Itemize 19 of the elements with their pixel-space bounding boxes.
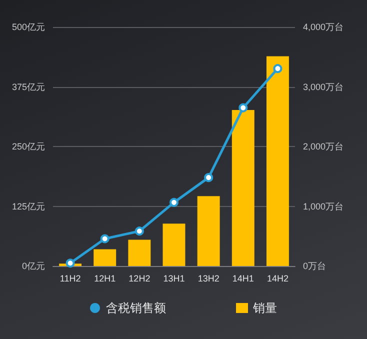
y-tick-label: 250亿元 xyxy=(12,142,45,152)
y-tick-label: 0亿元 xyxy=(22,261,45,271)
y-tick-label: 375亿元 xyxy=(12,82,45,92)
y-tick-label: 125亿元 xyxy=(12,201,45,212)
legend-label: 含税销售额 xyxy=(106,301,166,315)
x-tick-label: 14H1 xyxy=(232,274,254,284)
x-tick-label: 12H2 xyxy=(128,274,150,284)
y2-tick-label: 1,000万台 xyxy=(303,201,344,212)
y2-tick-label: 3,000万台 xyxy=(303,82,344,92)
x-tick-label: 12H1 xyxy=(94,274,116,284)
y2-tick-label: 4,000万台 xyxy=(303,22,344,32)
y-tick-label: 500亿元 xyxy=(12,22,45,32)
y2-tick-label: 0万台 xyxy=(303,261,326,271)
x-tick-label: 13H2 xyxy=(198,274,220,284)
x-tick-label: 11H2 xyxy=(60,274,81,284)
x-tick-label: 13H1 xyxy=(163,274,185,284)
legend-label: 销量 xyxy=(252,301,277,315)
y2-tick-label: 2,000万台 xyxy=(303,142,344,152)
x-tick-label: 14H2 xyxy=(266,274,288,284)
